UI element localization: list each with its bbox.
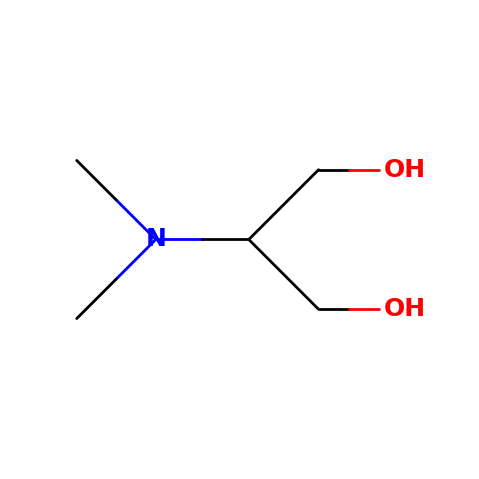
- Text: N: N: [145, 228, 166, 251]
- Text: OH: OH: [384, 297, 426, 321]
- Text: OH: OH: [384, 158, 426, 182]
